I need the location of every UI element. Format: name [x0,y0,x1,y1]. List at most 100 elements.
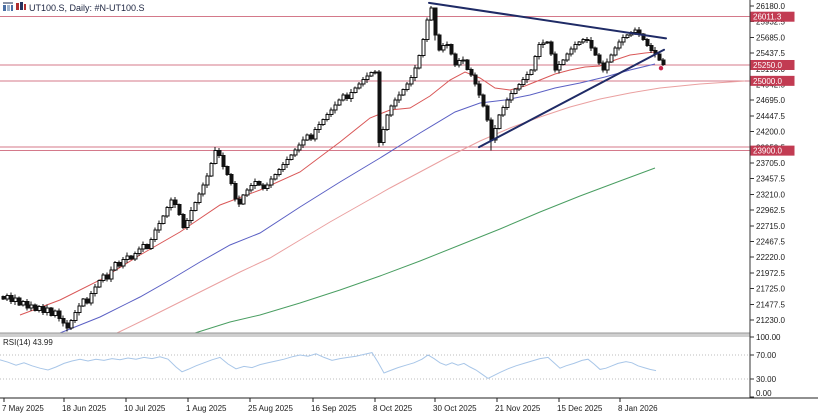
candle-body [557,63,562,71]
candle-body [129,255,134,260]
price-tick-label: 21230.0 [756,316,785,325]
price-scale[interactable]: 26180.025932.525685.025437.525190.024942… [750,2,795,325]
candle-body [109,269,114,280]
candle-body [649,44,654,51]
ma-slowest-green-line[interactable] [194,167,656,334]
ascending-support-trendline[interactable] [478,48,665,149]
candle-body [385,114,390,131]
candle-body [485,105,490,121]
sell-marker-dot[interactable] [658,65,664,71]
candle-body [413,67,418,79]
candle-body [221,155,226,167]
candle-body [297,144,302,151]
candle-body [645,39,650,46]
candle-body [209,162,214,177]
candle-body [217,150,222,157]
ma-fast-red-line[interactable] [19,51,656,316]
candle-body [445,44,450,47]
candle-body [49,307,54,317]
candle-body [349,91,354,100]
candle-body [45,307,50,313]
candle-body [345,94,350,100]
panel-separator[interactable] [0,333,750,337]
candles-layer [1,6,666,332]
candle-body [561,59,566,65]
candle-body [545,41,550,44]
candle-body [537,44,542,58]
time-tick-label: 30 Oct 2025 [433,404,477,413]
candle-body [633,29,638,34]
candle-body [261,184,266,190]
candle-body [105,274,110,280]
candle-body [465,59,470,70]
candle-body [421,39,426,56]
rsi-panel[interactable] [0,352,750,380]
candle-body [397,94,402,101]
price-tick-label: 24200.0 [756,128,785,137]
price-tick-label: 25932.5 [756,18,785,27]
descending-resistance-trendline[interactable] [428,1,667,40]
candle-body [93,286,98,294]
candle-body [657,53,662,61]
candle-body [229,174,234,185]
time-axis[interactable]: 7 May 2025 18 Jun 2025 10 Jul 2025 1 Aug 20… [0,397,818,413]
candle-body [77,305,82,313]
candle-body [97,280,102,288]
candle-body [405,83,410,91]
rsi-tick-label: 30.00 [756,375,777,384]
rsi-line[interactable] [0,352,657,379]
candle-body [369,72,374,77]
candle-body [9,294,14,303]
candle-body [249,185,254,191]
price-badge [750,11,795,22]
price-tick-label: 21477.5 [756,300,785,309]
ma-medium-blue-line[interactable] [59,63,656,334]
candle-body [429,7,434,21]
price-tick-label: 22715.0 [756,222,785,231]
time-tick-label: 1 Aug 2025 [186,404,227,413]
candle-body [381,129,386,143]
candle-body [477,83,482,96]
candle-body [73,311,78,322]
price-tick-label: 23210.0 [756,190,785,199]
ma-slow-salmon-line[interactable] [116,80,746,334]
price-badge [750,145,795,156]
candle-body [1,296,6,300]
time-tick-label: 21 Nov 2025 [495,404,541,413]
price-tick-label: 24695.0 [756,96,785,105]
candle-body [509,93,514,101]
candle-body [289,154,294,161]
candle-body [373,71,378,74]
candle-body [569,48,574,55]
candle-body [37,306,42,311]
price-badge-label: 26011.3 [753,13,782,22]
candle-body [493,127,498,141]
candle-body [213,150,218,164]
candle-body [441,44,446,51]
price-badge [750,59,795,70]
candle-body [241,194,246,205]
candle-body [141,244,146,250]
candle-body [5,294,10,300]
candle-body [617,41,622,49]
candle-body [161,215,166,225]
candle-body [145,244,150,249]
candle-body [29,304,34,309]
candle-body [169,199,174,209]
candle-body [273,174,278,180]
candle-body [609,54,614,63]
candle-body [25,301,30,309]
candle-body [293,149,298,156]
candle-body [265,184,270,190]
candle-body [193,202,198,211]
rsi-scale[interactable]: 100.00 70.00 30.00 0.00 [750,333,781,398]
candle-body [85,298,90,304]
candle-body [121,259,126,267]
price-tick-label: 25437.5 [756,49,785,58]
price-badge-label: 25000.0 [753,77,782,86]
candle-body [245,189,250,196]
candle-body [481,94,486,107]
candle-body [13,297,18,303]
candle-body [153,229,158,240]
